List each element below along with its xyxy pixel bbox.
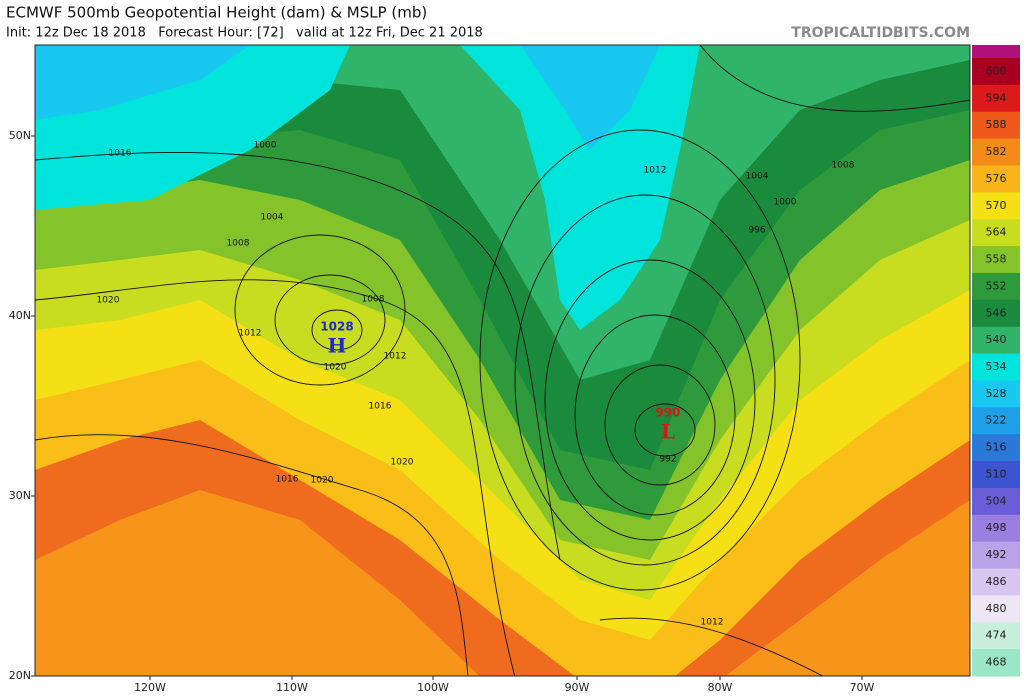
colorbar-label: 528 — [986, 387, 1007, 400]
colorbar-top — [972, 45, 1020, 58]
colorbar-swatch — [972, 111, 1020, 140]
colorbar-label: 570 — [986, 199, 1007, 212]
colorbar-label: 546 — [986, 306, 1007, 319]
isobar-label: 1020 — [391, 458, 414, 468]
lon-label: 70W — [850, 681, 875, 694]
credit: TROPICALTIDBITS.COM — [791, 25, 970, 41]
colorbar-swatch — [972, 461, 1020, 489]
isobar-label: 1000 — [254, 141, 277, 151]
colorbar-swatch — [972, 192, 1020, 220]
lon-label: 80W — [708, 681, 733, 694]
colorbar-swatch — [972, 622, 1020, 650]
colorbar-swatch — [972, 514, 1020, 543]
center-value: 1028 — [320, 320, 353, 334]
colorbar-swatch — [972, 246, 1020, 274]
colorbar-swatch — [972, 380, 1020, 408]
colorbar-label: 540 — [986, 333, 1007, 346]
colorbar-swatch — [972, 353, 1020, 381]
colorbar-swatch — [972, 487, 1020, 516]
colorbar-label: 480 — [986, 602, 1007, 615]
isobar-label: 1004 — [261, 213, 284, 223]
lon-label: 100W — [417, 681, 449, 694]
isobar-label: 1008 — [362, 295, 385, 305]
colorbar-swatch — [972, 434, 1020, 462]
isobar-label: 1020 — [324, 363, 347, 373]
colorbar-label: 552 — [986, 279, 1007, 292]
colorbar-swatch — [972, 595, 1020, 623]
lat-label: 30N — [9, 489, 31, 502]
isobar-label: 1012 — [701, 618, 724, 628]
lat-label: 50N — [9, 129, 31, 142]
colorbar-label: 516 — [986, 441, 1007, 454]
colorbar-label: 498 — [986, 521, 1007, 534]
colorbar-label: 588 — [986, 118, 1007, 131]
title: ECMWF 500mb Geopotential Height (dam) & … — [6, 4, 427, 22]
lat-label: 40N — [9, 309, 31, 322]
colorbar-label: 510 — [986, 467, 1007, 480]
isobar-label: 1012 — [644, 166, 667, 176]
labels: 50N 40N 30N 20N 120W 110W 100W 90W 80W 70W 1016 100… — [9, 129, 875, 694]
isobar-label: 1004 — [746, 172, 769, 182]
colorbar-swatch — [972, 272, 1020, 301]
isobar-label: 996 — [748, 226, 765, 236]
colorbar-label: 558 — [986, 253, 1007, 266]
isobar-label: 1000 — [774, 198, 797, 208]
colorbar-label: 474 — [986, 629, 1007, 642]
lon-label: 110W — [276, 681, 308, 694]
colorbar-swatch — [972, 407, 1020, 435]
isobar-label: 1008 — [227, 239, 250, 249]
colorbar-label: 504 — [986, 494, 1007, 507]
colorbar-swatch — [972, 138, 1020, 166]
subtitle: Init: 12z Dec 18 2018 Forecast Hour: [72… — [6, 26, 483, 41]
isobar-label: 1012 — [384, 352, 407, 362]
isobar-label: 1020 — [311, 476, 334, 486]
map — [35, 45, 970, 676]
center-symbol: L — [661, 420, 675, 444]
center-value: 990 — [655, 406, 680, 420]
colorbar-swatch — [972, 219, 1020, 247]
colorbar-label: 534 — [986, 360, 1007, 373]
isobar-label: 1012 — [239, 329, 262, 339]
colorbar-label: 582 — [986, 145, 1007, 158]
lon-label: 90W — [565, 681, 590, 694]
colorbar-label: 564 — [986, 226, 1007, 239]
isobar-label: 1016 — [276, 475, 299, 485]
isobar-label: 1016 — [109, 149, 132, 159]
colorbar-swatch — [972, 541, 1020, 570]
colorbar-label: 492 — [986, 548, 1007, 561]
colorbar-label: 594 — [986, 91, 1007, 104]
colorbar-swatch — [972, 326, 1020, 355]
isobar-label: 1020 — [97, 296, 120, 306]
lat-label: 20N — [9, 669, 31, 682]
isobar-label: 1016 — [369, 402, 392, 412]
colorbar-swatch — [972, 649, 1020, 677]
colorbar-swatch — [972, 84, 1020, 113]
colorbar: 600 594 588 582 576 570 564 558 552 546 540 534 528 5… — [972, 45, 1020, 677]
center-symbol: H — [328, 334, 347, 358]
colorbar-label: 576 — [986, 172, 1007, 185]
colorbar-label: 468 — [986, 656, 1007, 669]
colorbar-label: 522 — [986, 414, 1007, 427]
isobar-label: 1008 — [832, 161, 855, 171]
colorbar-label: 600 — [986, 64, 1007, 77]
isobar-label: 992 — [659, 455, 676, 465]
colorbar-swatch — [972, 299, 1020, 328]
colorbar-swatch — [972, 568, 1020, 596]
isobars — [35, 45, 970, 676]
lon-label: 120W — [134, 681, 166, 694]
colorbar-swatch — [972, 165, 1020, 193]
colorbar-label: 486 — [986, 575, 1007, 588]
colorbar-swatch — [972, 58, 1020, 86]
